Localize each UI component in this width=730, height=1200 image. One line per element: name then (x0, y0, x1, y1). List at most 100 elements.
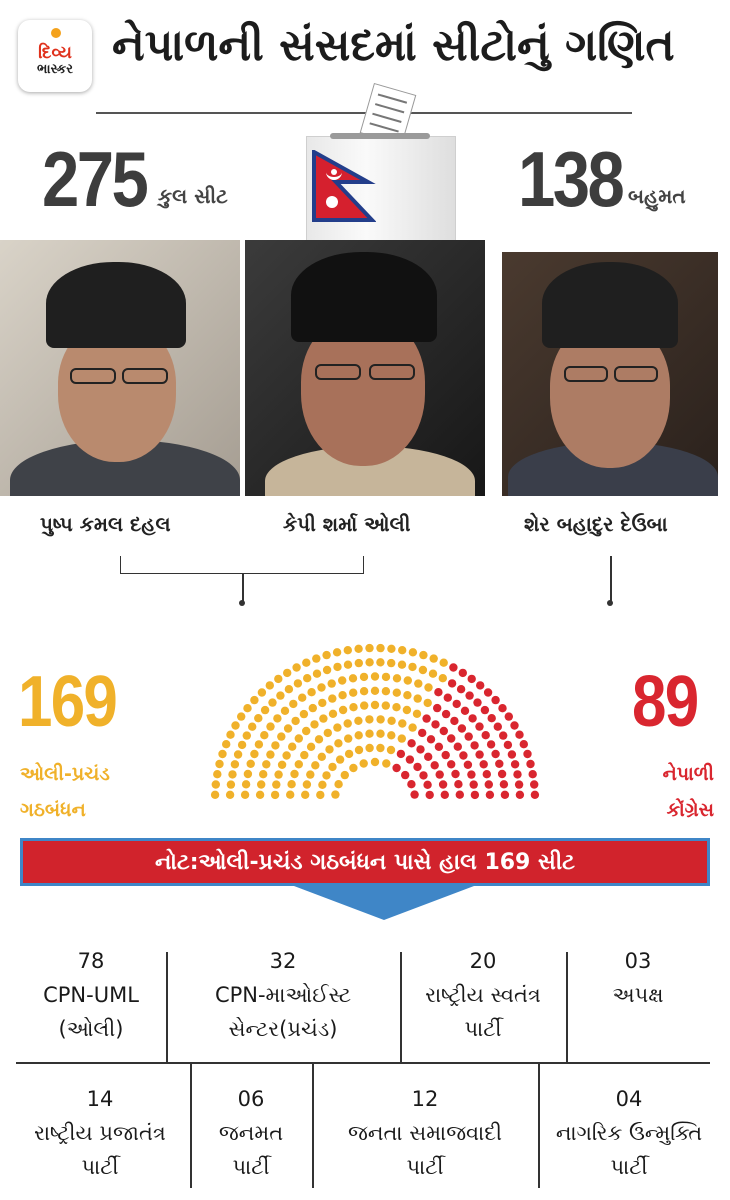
alliance-bracket (120, 556, 364, 574)
seat-coalition (291, 716, 300, 726)
seat-congress (495, 759, 504, 768)
seat-coalition (387, 731, 396, 740)
seat-coalition (260, 731, 269, 740)
seat-congress (441, 750, 450, 760)
seat-coalition (382, 759, 391, 768)
seat-congress (484, 780, 493, 789)
party-seats: 20 (469, 949, 497, 973)
seat-coalition (262, 760, 271, 769)
seat-coalition (290, 769, 299, 779)
seat-coalition (412, 709, 422, 718)
nepal-flag-icon (312, 150, 376, 222)
party-cell-independent: 03 અપક્ષ (566, 944, 710, 1012)
seat-congress (504, 712, 513, 721)
seat-congress (434, 688, 443, 697)
seat-coalition (354, 658, 363, 668)
seat-congress (497, 769, 507, 779)
seat-coalition (255, 790, 265, 799)
table-divider (400, 952, 402, 1062)
seat-congress (530, 790, 540, 799)
party-cell-rpp: 14 રાષ્ટ્રીય પ્રજાતંત્ર પાર્ટી (10, 1082, 190, 1184)
seat-coalition (359, 687, 369, 696)
party-name: પાર્ટી (406, 1155, 444, 1179)
ballot-slot (330, 133, 430, 139)
table-divider (566, 952, 568, 1062)
seat-congress (486, 740, 496, 749)
seat-congress (465, 691, 474, 700)
seat-coalition (302, 780, 312, 789)
seat-coalition (317, 683, 326, 692)
seat-congress (483, 688, 493, 697)
party-cell-janamat: 06 જનમત પાર્ટી (190, 1082, 312, 1184)
party-seats: 06 (237, 1087, 265, 1111)
seat-coalition (323, 728, 332, 738)
party-seats: 14 (86, 1087, 114, 1111)
seat-coalition (233, 750, 243, 759)
seat-coalition (424, 683, 433, 692)
table-divider (190, 1064, 192, 1188)
seat-coalition (241, 780, 251, 789)
seat-coalition (266, 722, 275, 731)
seat-coalition (439, 658, 448, 667)
seat-coalition (293, 679, 303, 688)
seat-coalition (365, 643, 374, 653)
seat-coalition (266, 750, 275, 759)
seat-coalition (334, 780, 343, 789)
seat-coalition (349, 763, 358, 773)
seat-coalition (398, 646, 407, 655)
seat-coalition (311, 761, 320, 770)
seat-coalition (215, 759, 224, 769)
seat-coalition (225, 790, 235, 799)
seat-coalition (354, 731, 363, 740)
congress-label: નેપાળી કોંગ્રેસ (634, 756, 714, 828)
party-name: જનમત (218, 1121, 284, 1145)
party-seats: 03 (624, 949, 652, 973)
seat-coalition (319, 714, 328, 723)
seat-coalition (338, 676, 347, 685)
seat-coalition (338, 691, 347, 700)
party-seats: 78 (77, 949, 105, 973)
seat-congress (491, 749, 500, 759)
seat-congress (470, 741, 479, 750)
seat-congress (487, 714, 496, 723)
seat-congress (467, 674, 476, 684)
seat-coalition (294, 760, 303, 769)
alliance-connector (242, 574, 244, 602)
seat-coalition (331, 790, 340, 799)
seat-coalition (270, 790, 280, 800)
seat-coalition (284, 685, 294, 694)
seat-coalition (343, 646, 352, 655)
seat-congress (457, 724, 467, 733)
seat-congress (485, 790, 495, 799)
seat-congress (431, 720, 440, 729)
photo-sher-bahadur-deuba (502, 252, 718, 496)
seat-congress (463, 760, 473, 769)
seat-congress (413, 762, 422, 772)
seat-congress (447, 734, 456, 743)
seat-congress (451, 769, 460, 779)
seat-coalition (408, 662, 417, 672)
table-divider (166, 952, 168, 1062)
seat-congress (425, 790, 434, 800)
seat-congress (423, 780, 432, 789)
seat-coalition (272, 780, 281, 789)
seat-coalition (354, 716, 363, 725)
seat-coalition (283, 668, 292, 678)
seat-congress (500, 790, 510, 799)
seat-coalition (254, 714, 263, 723)
seat-coalition (277, 760, 287, 769)
seat-coalition (333, 662, 342, 672)
seat-coalition (288, 742, 297, 751)
sun-icon (51, 28, 61, 38)
seat-congress (515, 730, 524, 739)
seat-congress (519, 740, 528, 749)
seat-coalition (365, 658, 374, 667)
seat-coalition (348, 674, 358, 683)
seat-coalition (310, 720, 319, 729)
party-seats: 32 (269, 949, 297, 973)
seat-coalition (277, 732, 286, 741)
seat-coalition (370, 686, 380, 695)
seat-congress (430, 761, 439, 770)
seat-coalition (414, 679, 423, 688)
seat-coalition (299, 709, 309, 719)
